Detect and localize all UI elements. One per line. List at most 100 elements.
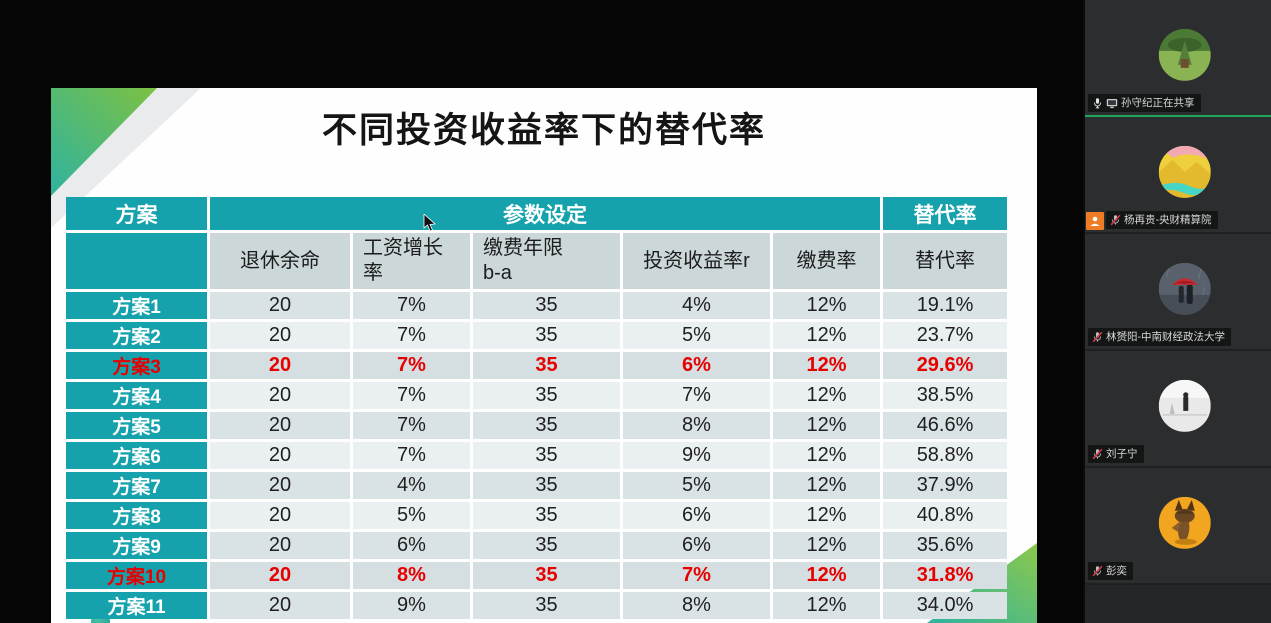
table-row: 方案5 20 7% 35 8% 12% 46.6% (66, 412, 1008, 439)
table-cell: 7% (353, 292, 470, 319)
row-label: 方案11 (66, 592, 207, 619)
participant-tile[interactable]: 孙守纪正在共享 (1085, 0, 1271, 117)
table-cell: 12% (773, 592, 881, 619)
table-cell: 20 (210, 562, 350, 589)
participant-avatar (1158, 262, 1211, 315)
table-cell: 6% (353, 532, 470, 559)
participant-tile[interactable]: 彭奕 (1085, 468, 1271, 585)
sub-header-cell: 退休余命 (210, 233, 350, 289)
table-cell: 9% (353, 592, 470, 619)
table-cell: 35 (473, 382, 620, 409)
mouse-cursor (423, 214, 436, 232)
presenter-badge-icon (1086, 212, 1104, 230)
table-cell: 58.8% (883, 442, 1008, 469)
shared-screen-area: 不同投资收益率下的替代率 方案 参数设定 替代率 退休余命 工资增长 率缴费年限 … (51, 88, 1037, 623)
mic-muted-icon (1110, 214, 1121, 226)
participant-tile[interactable]: 刘子宁 (1085, 351, 1271, 468)
table-cell: 12% (773, 472, 881, 499)
participant-label: 彭奕 (1088, 562, 1133, 580)
sub-header-cell: 缴费率 (773, 233, 881, 289)
participant-label: 杨再贵-央财精算院 (1106, 211, 1218, 229)
table-row: 方案10 20 8% 35 7% 12% 31.8% (66, 562, 1008, 589)
table-cell: 8% (353, 562, 470, 589)
table-cell: 5% (353, 502, 470, 529)
table-row: 方案7 20 4% 35 5% 12% 37.9% (66, 472, 1008, 499)
table-cell: 35 (473, 442, 620, 469)
mic-muted-icon (1092, 448, 1103, 460)
table-cell: 12% (773, 322, 881, 349)
table-cell: 20 (210, 352, 350, 379)
table-cell: 20 (210, 412, 350, 439)
row-label: 方案10 (66, 562, 207, 589)
row-label: 方案2 (66, 322, 207, 349)
row-label: 方案7 (66, 472, 207, 499)
table-row: 方案2 20 7% 35 5% 12% 23.7% (66, 322, 1008, 349)
participant-name: 孙守纪正在共享 (1121, 96, 1195, 109)
participant-avatar (1158, 145, 1211, 198)
table-cell: 20 (210, 322, 350, 349)
table-cell: 31.8% (883, 562, 1008, 589)
table-cell: 12% (773, 442, 881, 469)
participant-name: 刘子宁 (1106, 447, 1138, 460)
row-label: 方案4 (66, 382, 207, 409)
header-corner-blank (66, 233, 207, 289)
table-row: 方案11 20 9% 35 8% 12% 34.0% (66, 592, 1008, 619)
table-cell: 7% (353, 352, 470, 379)
table-row: 方案8 20 5% 35 6% 12% 40.8% (66, 502, 1008, 529)
participant-tile-partial (1085, 585, 1271, 623)
table-cell: 35 (473, 352, 620, 379)
table-cell: 20 (210, 502, 350, 529)
participant-name: 林赟阳-中南财经政法大学 (1106, 330, 1225, 343)
table-cell: 8% (623, 592, 770, 619)
table-cell: 46.6% (883, 412, 1008, 439)
table-cell: 35 (473, 292, 620, 319)
mic-on-icon (1092, 97, 1103, 109)
table-cell: 19.1% (883, 292, 1008, 319)
table-cell: 40.8% (883, 502, 1008, 529)
table-cell: 5% (623, 322, 770, 349)
participant-avatar (1158, 496, 1211, 549)
sub-header-cell: 投资收益率r (623, 233, 770, 289)
participant-tiles: 孙守纪正在共享 杨再贵-央财精算院 (1085, 0, 1271, 585)
table-cell: 35 (473, 322, 620, 349)
participant-tile[interactable]: 林赟阳-中南财经政法大学 (1085, 234, 1271, 351)
table-cell: 7% (353, 442, 470, 469)
table-cell: 5% (623, 472, 770, 499)
sub-header-cell: 替代率 (883, 233, 1008, 289)
row-label: 方案5 (66, 412, 207, 439)
sub-header-cell: 缴费年限 b-a (473, 233, 620, 289)
header-plan: 方案 (66, 197, 207, 230)
table-body: 方案1 20 7% 35 4% 12% 19.1% 方案2 20 7% 35 5% 12% 23.7% 方案… (66, 292, 1008, 619)
table-cell: 4% (623, 292, 770, 319)
table-cell: 7% (353, 322, 470, 349)
table-row: 方案3 20 7% 35 6% 12% 29.6% (66, 352, 1008, 379)
row-label: 方案8 (66, 502, 207, 529)
table-cell: 37.9% (883, 472, 1008, 499)
table-cell: 35 (473, 412, 620, 439)
table-cell: 20 (210, 382, 350, 409)
table-cell: 12% (773, 352, 881, 379)
replacement-rate-table: 方案 参数设定 替代率 退休余命 工资增长 率缴费年限 b-a 投资收益率r 缴费率替… (63, 194, 1010, 622)
table-cell: 29.6% (883, 352, 1008, 379)
table-row: 方案6 20 7% 35 9% 12% 58.8% (66, 442, 1008, 469)
participant-label: 刘子宁 (1088, 445, 1144, 463)
participant-tile[interactable]: 杨再贵-央财精算院 (1085, 117, 1271, 234)
table-cell: 12% (773, 562, 881, 589)
table-cell: 8% (623, 412, 770, 439)
table-cell: 12% (773, 292, 881, 319)
table-row: 方案4 20 7% 35 7% 12% 38.5% (66, 382, 1008, 409)
table-cell: 12% (773, 502, 881, 529)
row-label: 方案3 (66, 352, 207, 379)
table-cell: 20 (210, 472, 350, 499)
table-cell: 35 (473, 532, 620, 559)
table-cell: 35 (473, 472, 620, 499)
row-label: 方案6 (66, 442, 207, 469)
table-cell: 7% (353, 412, 470, 439)
sub-header-cell: 工资增长 率 (353, 233, 470, 289)
participant-label: 林赟阳-中南财经政法大学 (1088, 328, 1231, 346)
participant-label: 孙守纪正在共享 (1088, 94, 1201, 112)
table-cell: 7% (623, 562, 770, 589)
participant-name: 彭奕 (1106, 564, 1127, 577)
table-cell: 12% (773, 412, 881, 439)
